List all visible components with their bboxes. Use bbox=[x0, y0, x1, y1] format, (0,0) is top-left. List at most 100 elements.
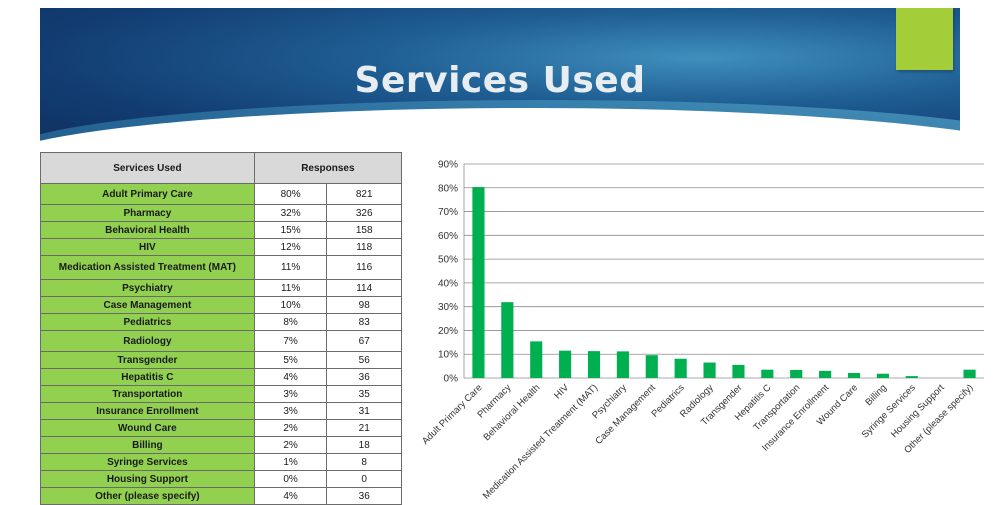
bar bbox=[732, 364, 745, 378]
table-row: Transportation 3% 35 bbox=[40, 385, 402, 403]
y-tick-label: 30% bbox=[438, 302, 458, 313]
table-row: Case Management 10% 98 bbox=[40, 296, 402, 314]
table-row: Syringe Services 1% 8 bbox=[40, 453, 402, 471]
y-tick-label: 80% bbox=[438, 183, 458, 194]
percent-cell: 11% bbox=[253, 255, 328, 280]
bar bbox=[963, 369, 976, 378]
y-tick-label: 60% bbox=[438, 231, 458, 242]
service-name-cell: Transgender bbox=[40, 351, 255, 369]
bar bbox=[645, 355, 658, 378]
x-tick-label: Adult Primary Care bbox=[420, 382, 485, 447]
bar bbox=[530, 341, 543, 378]
percent-cell: 15% bbox=[253, 221, 328, 239]
table-row: Other (please specify) 4% 36 bbox=[40, 487, 402, 505]
bar bbox=[847, 373, 861, 378]
table-row: Billing 2% 18 bbox=[40, 436, 402, 454]
bar bbox=[559, 350, 572, 378]
y-tick-label: 40% bbox=[438, 278, 458, 289]
percent-cell: 3% bbox=[253, 402, 328, 420]
count-cell: 8 bbox=[326, 453, 402, 471]
bar bbox=[616, 351, 629, 378]
y-tick-label: 10% bbox=[438, 350, 458, 361]
count-cell: 31 bbox=[326, 402, 402, 420]
count-cell: 56 bbox=[326, 351, 402, 369]
count-cell: 118 bbox=[326, 238, 402, 256]
bar bbox=[761, 369, 774, 378]
percent-cell: 3% bbox=[253, 385, 328, 403]
service-name-cell: Case Management bbox=[40, 296, 255, 314]
title-banner: Services Used bbox=[40, 8, 960, 150]
y-tick-label: 70% bbox=[438, 207, 458, 218]
service-name-cell: Behavioral Health bbox=[40, 221, 255, 239]
y-tick-label: 20% bbox=[438, 326, 458, 337]
bar bbox=[587, 351, 601, 378]
service-name-cell: Pharmacy bbox=[40, 204, 255, 222]
service-name-cell: Other (please specify) bbox=[40, 487, 255, 505]
count-cell: 116 bbox=[326, 255, 402, 280]
table-row: Wound Care 2% 21 bbox=[40, 419, 402, 437]
bar bbox=[674, 358, 687, 378]
service-name-cell: Psychiatry bbox=[40, 279, 255, 297]
count-cell: 821 bbox=[326, 183, 402, 205]
services-table: Services Used Responses Adult Primary Ca… bbox=[40, 152, 403, 505]
slide-title: Services Used bbox=[354, 60, 646, 101]
service-name-cell: Medication Assisted Treatment (MAT) bbox=[40, 255, 255, 280]
service-name-cell: Billing bbox=[40, 436, 255, 454]
percent-cell: 5% bbox=[253, 351, 328, 369]
count-cell: 21 bbox=[326, 419, 402, 437]
bar bbox=[819, 370, 832, 378]
count-cell: 18 bbox=[326, 436, 402, 454]
count-cell: 114 bbox=[326, 279, 402, 297]
count-cell: 36 bbox=[326, 487, 402, 505]
table-row: Transgender 5% 56 bbox=[40, 351, 402, 369]
service-name-cell: Housing Support bbox=[40, 470, 255, 488]
count-cell: 67 bbox=[326, 330, 402, 352]
table-row: Pharmacy 32% 326 bbox=[40, 204, 402, 222]
table-row: Hepatitis C 4% 36 bbox=[40, 368, 402, 386]
count-cell: 83 bbox=[326, 313, 402, 331]
percent-cell: 80% bbox=[253, 183, 328, 205]
bar bbox=[790, 369, 803, 378]
service-name-cell: Transportation bbox=[40, 385, 255, 403]
service-name-cell: Syringe Services bbox=[40, 453, 255, 471]
service-name-cell: Radiology bbox=[40, 330, 255, 352]
percent-cell: 12% bbox=[253, 238, 328, 256]
percent-cell: 2% bbox=[253, 436, 328, 454]
bar bbox=[501, 302, 514, 378]
accent-square bbox=[896, 8, 953, 70]
percent-cell: 4% bbox=[253, 487, 328, 505]
bar bbox=[905, 376, 918, 378]
x-tick-label: HIV bbox=[552, 382, 571, 401]
table-row: Psychiatry 11% 114 bbox=[40, 279, 402, 297]
percent-cell: 0% bbox=[253, 470, 328, 488]
service-name-cell: HIV bbox=[40, 238, 255, 256]
service-name-cell: Pediatrics bbox=[40, 313, 255, 331]
percent-cell: 4% bbox=[253, 368, 328, 386]
percent-cell: 10% bbox=[253, 296, 328, 314]
table-row: Radiology 7% 67 bbox=[40, 330, 402, 352]
count-cell: 158 bbox=[326, 221, 402, 239]
service-name-cell: Hepatitis C bbox=[40, 368, 255, 386]
percent-cell: 11% bbox=[253, 279, 328, 297]
count-cell: 35 bbox=[326, 385, 402, 403]
y-tick-label: 50% bbox=[438, 255, 458, 266]
header-services: Services Used bbox=[40, 152, 255, 184]
bar bbox=[472, 187, 485, 378]
header-responses: Responses bbox=[253, 152, 403, 184]
service-name-cell: Wound Care bbox=[40, 419, 255, 437]
count-cell: 0 bbox=[326, 470, 402, 488]
table-row: Insurance Enrollment 3% 31 bbox=[40, 402, 402, 420]
service-name-cell: Insurance Enrollment bbox=[40, 402, 255, 420]
percent-cell: 7% bbox=[253, 330, 328, 352]
percent-cell: 8% bbox=[253, 313, 328, 331]
y-tick-label: 90% bbox=[438, 160, 458, 171]
table-row: HIV 12% 118 bbox=[40, 238, 402, 256]
table-row: Pediatrics 8% 83 bbox=[40, 313, 402, 331]
bar bbox=[703, 362, 716, 378]
count-cell: 36 bbox=[326, 368, 402, 386]
table-row: Behavioral Health 15% 158 bbox=[40, 221, 402, 239]
table-row: Medication Assisted Treatment (MAT) 11% 11… bbox=[40, 255, 402, 280]
table-row: Housing Support 0% 0 bbox=[40, 470, 402, 488]
table-body: Adult Primary Care 80% 821 Pharmacy 32% 326 Be… bbox=[40, 183, 402, 505]
services-bar-chart: 0% 10% 20% 30% 40% 50% 60% 70% 80% 90% Adult Prima… bbox=[420, 160, 984, 500]
